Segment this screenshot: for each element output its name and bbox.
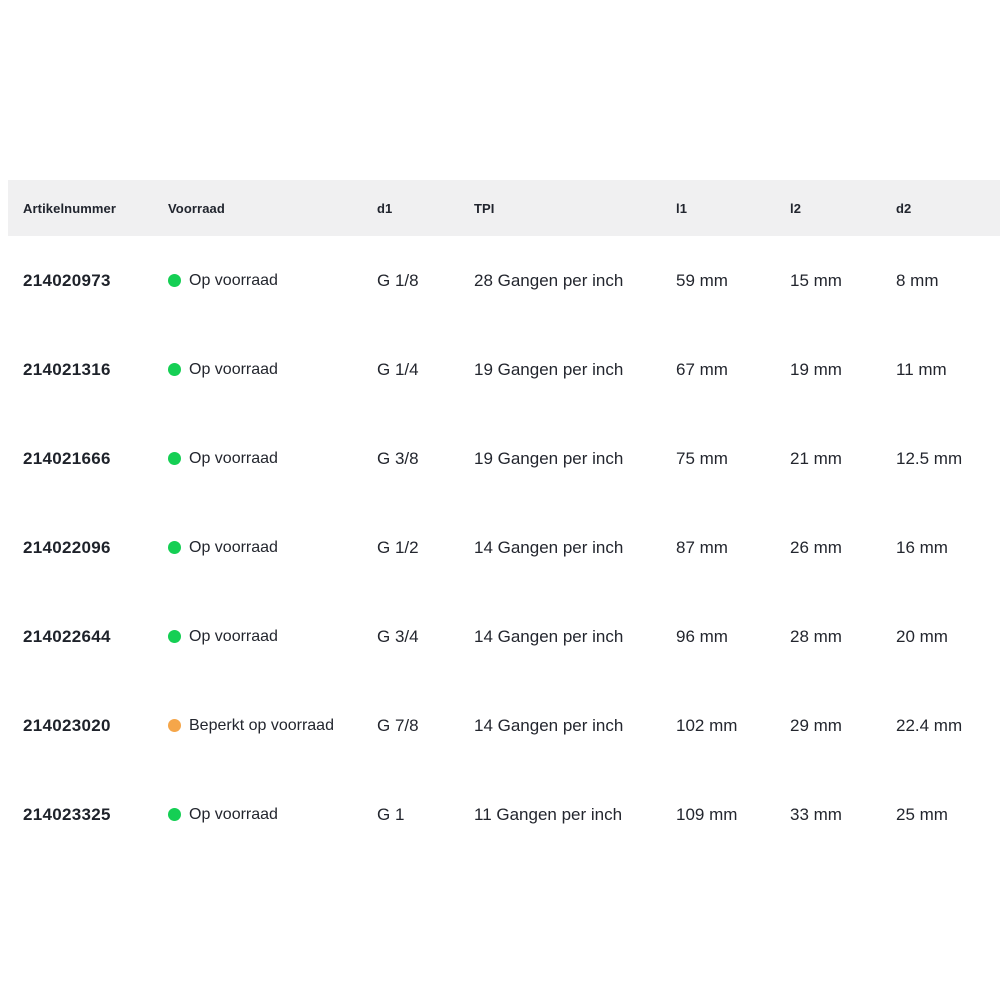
table-row: 214023020 Beperkt op voorraad G 7/8 14 G… [8, 681, 1000, 770]
table-row: 214021666 Op voorraad G 3/8 19 Gangen pe… [8, 414, 1000, 503]
artikelnummer-cell: 214021316 [8, 325, 168, 414]
stock-status-label: Op voorraad [189, 538, 278, 556]
col-header-l2: l2 [790, 180, 896, 236]
d1-cell: G 1/4 [377, 325, 474, 414]
l2-cell: 21 mm [790, 414, 896, 503]
d2-cell: 25 mm [896, 770, 1000, 859]
d1-cell: G 3/4 [377, 592, 474, 681]
artikelnummer-cell: 214023020 [8, 681, 168, 770]
voorraad-cell: Op voorraad [168, 592, 377, 681]
l1-cell: 87 mm [676, 503, 790, 592]
stock-status-icon [168, 630, 181, 643]
voorraad-cell: Op voorraad [168, 503, 377, 592]
stock-status-icon [168, 452, 181, 465]
artikelnummer-cell: 214021666 [8, 414, 168, 503]
l1-cell: 96 mm [676, 592, 790, 681]
spec-table: Artikelnummer Voorraad d1 TPI l1 l2 d2 2… [8, 180, 1000, 859]
artikelnummer-cell: 214020973 [8, 236, 168, 325]
tpi-cell: 14 Gangen per inch [474, 592, 676, 681]
stock-status-label: Op voorraad [189, 627, 278, 645]
artikelnummer-cell: 214022644 [8, 592, 168, 681]
col-header-d1: d1 [377, 180, 474, 236]
voorraad-cell: Op voorraad [168, 770, 377, 859]
voorraad-cell: Beperkt op voorraad [168, 681, 377, 770]
l2-cell: 29 mm [790, 681, 896, 770]
col-header-tpi: TPI [474, 180, 676, 236]
voorraad-cell: Op voorraad [168, 325, 377, 414]
table-row: 214022644 Op voorraad G 3/4 14 Gangen pe… [8, 592, 1000, 681]
l1-cell: 75 mm [676, 414, 790, 503]
l1-cell: 67 mm [676, 325, 790, 414]
l1-cell: 59 mm [676, 236, 790, 325]
artikelnummer-cell: 214023325 [8, 770, 168, 859]
d1-cell: G 1/8 [377, 236, 474, 325]
tpi-cell: 14 Gangen per inch [474, 681, 676, 770]
d2-cell: 8 mm [896, 236, 1000, 325]
col-header-l1: l1 [676, 180, 790, 236]
stock-status-label: Op voorraad [189, 271, 278, 289]
col-header-artikelnummer: Artikelnummer [8, 180, 168, 236]
product-spec-table: Artikelnummer Voorraad d1 TPI l1 l2 d2 2… [8, 180, 1000, 859]
stock-status-icon [168, 363, 181, 376]
col-header-voorraad: Voorraad [168, 180, 377, 236]
d2-cell: 12.5 mm [896, 414, 1000, 503]
stock-status-label: Op voorraad [189, 805, 278, 823]
stock-status-icon [168, 541, 181, 554]
stock-status-icon [168, 719, 181, 732]
stock-status-label: Op voorraad [189, 449, 278, 467]
table-row: 214021316 Op voorraad G 1/4 19 Gangen pe… [8, 325, 1000, 414]
d2-cell: 11 mm [896, 325, 1000, 414]
table-row: 214023325 Op voorraad G 1 11 Gangen per … [8, 770, 1000, 859]
stock-status-label: Beperkt op voorraad [189, 716, 334, 734]
table-header-row: Artikelnummer Voorraad d1 TPI l1 l2 d2 [8, 180, 1000, 236]
d1-cell: G 1/2 [377, 503, 474, 592]
l2-cell: 33 mm [790, 770, 896, 859]
tpi-cell: 28 Gangen per inch [474, 236, 676, 325]
table-row: 214022096 Op voorraad G 1/2 14 Gangen pe… [8, 503, 1000, 592]
d2-cell: 22.4 mm [896, 681, 1000, 770]
d2-cell: 16 mm [896, 503, 1000, 592]
d1-cell: G 1 [377, 770, 474, 859]
table-body: 214020973 Op voorraad G 1/8 28 Gangen pe… [8, 236, 1000, 859]
stock-status-icon [168, 808, 181, 821]
voorraad-cell: Op voorraad [168, 236, 377, 325]
l1-cell: 109 mm [676, 770, 790, 859]
l2-cell: 28 mm [790, 592, 896, 681]
l2-cell: 15 mm [790, 236, 896, 325]
stock-status-icon [168, 274, 181, 287]
tpi-cell: 19 Gangen per inch [474, 414, 676, 503]
l2-cell: 26 mm [790, 503, 896, 592]
stock-status-label: Op voorraad [189, 360, 278, 378]
artikelnummer-cell: 214022096 [8, 503, 168, 592]
voorraad-cell: Op voorraad [168, 414, 377, 503]
d1-cell: G 7/8 [377, 681, 474, 770]
l1-cell: 102 mm [676, 681, 790, 770]
tpi-cell: 11 Gangen per inch [474, 770, 676, 859]
table-row: 214020973 Op voorraad G 1/8 28 Gangen pe… [8, 236, 1000, 325]
tpi-cell: 14 Gangen per inch [474, 503, 676, 592]
d1-cell: G 3/8 [377, 414, 474, 503]
col-header-d2: d2 [896, 180, 1000, 236]
d2-cell: 20 mm [896, 592, 1000, 681]
l2-cell: 19 mm [790, 325, 896, 414]
tpi-cell: 19 Gangen per inch [474, 325, 676, 414]
